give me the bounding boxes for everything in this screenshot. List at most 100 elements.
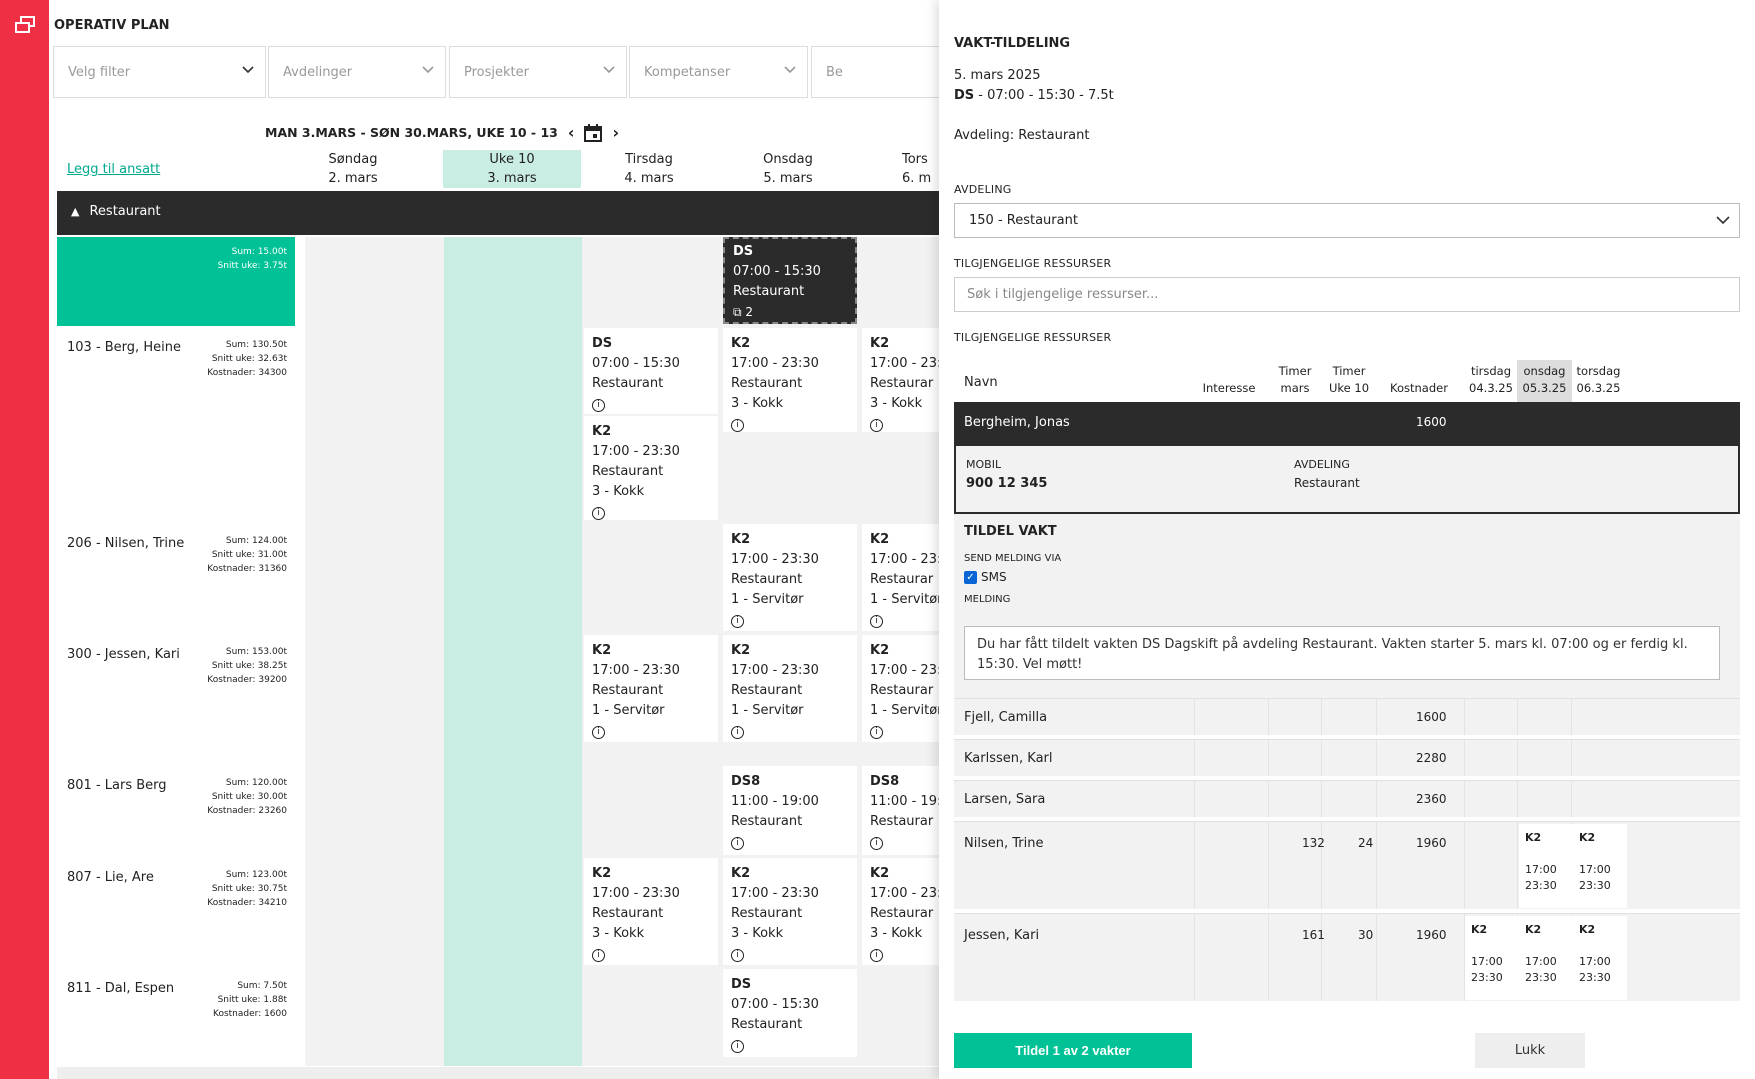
- info-icon[interactable]: i: [731, 1040, 744, 1053]
- shift-card[interactable]: K2 17:00 - 23:30 Restaurant 3 - Kokk i: [723, 858, 857, 965]
- resource-name: Fjell, Camilla: [964, 710, 1048, 725]
- day-header: Søndag 2. mars: [284, 150, 422, 188]
- projects-select[interactable]: Prosjekter: [449, 46, 627, 98]
- shift-role: 3 - Kokk: [592, 926, 645, 941]
- employee-avg: Snitt uke: 30.00t: [211, 792, 287, 802]
- mini-shift-end: 23:30: [1525, 971, 1557, 984]
- employee-row[interactable]: 103 - Berg, Heine Sum: 130.50t Snitt uke: …: [57, 328, 295, 520]
- employee-avg: Snitt uke: 1.88t: [217, 995, 287, 1005]
- info-icon[interactable]: i: [731, 949, 744, 962]
- shift-code: DS: [592, 336, 613, 351]
- selected-resource-row[interactable]: Bergheim, Jonas 1600: [954, 402, 1740, 444]
- resource-search-input[interactable]: Søk i tilgjengelige ressurser...: [954, 277, 1740, 312]
- info-icon[interactable]: i: [592, 399, 605, 412]
- shift-card[interactable]: K2 17:00 - 23:30 Restaurant 1 - Servitør i: [723, 524, 857, 631]
- group-header-restaurant[interactable]: ▲ Restaurant: [57, 191, 989, 235]
- mini-shift[interactable]: K2 17:00 23:30: [1519, 824, 1573, 908]
- shift-card[interactable]: K2 17:00 - 23:30 Restaurant 3 - Kokk i: [584, 858, 718, 965]
- day-date: 6. m: [902, 171, 932, 186]
- day-date: 2. mars: [328, 171, 378, 186]
- resource-row[interactable]: Karlssen, Karl 2280: [954, 739, 1740, 776]
- shift-card[interactable]: DS8 11:00 - 19:00 Restaurant i: [723, 766, 857, 855]
- info-icon[interactable]: i: [592, 726, 605, 739]
- day-date: 4. mars: [624, 171, 674, 186]
- info-icon[interactable]: i: [870, 615, 883, 628]
- mini-shift[interactable]: K2 17:00 23:30: [1465, 916, 1519, 1000]
- employee-sum: Sum: 124.00t: [225, 536, 287, 546]
- info-icon[interactable]: i: [731, 726, 744, 739]
- shift-dept: Restaurar: [870, 376, 934, 391]
- info-icon[interactable]: i: [592, 949, 605, 962]
- calendar-icon[interactable]: [584, 123, 603, 142]
- shift-role: 1 - Servitør: [870, 592, 943, 607]
- shift-card[interactable]: K2 17:00 - 23:30 Restaurant 1 - Servitør i: [723, 635, 857, 742]
- col-hours-month: Timer mars: [1278, 364, 1312, 395]
- shift-card[interactable]: DS 07:00 - 15:30 Restaurant i: [584, 328, 718, 414]
- resources-label: TILGJENGELIGE RESSURSER: [954, 257, 1112, 270]
- shift-card[interactable]: K2 17:00 - 23:30 Restaurant 3 - Kokk i: [723, 328, 857, 432]
- shift-time: 07:00 - 15:30: [733, 264, 821, 279]
- mini-shift-end: 23:30: [1525, 879, 1557, 892]
- resource-name: Karlssen, Karl: [964, 751, 1053, 766]
- assign-shifts-button[interactable]: Tildel 1 av 2 vakter: [954, 1033, 1192, 1068]
- shift-code: K2: [870, 643, 890, 658]
- close-button[interactable]: Lukk: [1475, 1033, 1585, 1068]
- competences-select[interactable]: Kompetanser: [629, 46, 808, 98]
- resource-row[interactable]: Larsen, Sara 2360: [954, 780, 1740, 817]
- shift-role: 3 - Kokk: [731, 396, 784, 411]
- resource-row[interactable]: Jessen, Kari 161 30 1960 K2 17:00 23:30 K2…: [954, 913, 1740, 1001]
- info-icon[interactable]: i: [870, 837, 883, 850]
- shift-code: DS8: [870, 774, 900, 789]
- shift-card[interactable]: K2 17:00 - 23:30 Restaurant 3 - Kokk i: [584, 416, 718, 520]
- employee-row[interactable]: 807 - Lie, Are Sum: 123.00t Snitt uke: 30.…: [57, 858, 295, 965]
- resource-row[interactable]: Nilsen, Trine 132 24 1960 K2 17:00 23:30 K…: [954, 821, 1740, 909]
- info-icon[interactable]: i: [731, 615, 744, 628]
- mini-shift[interactable]: K2 17:00 23:30: [1573, 824, 1627, 908]
- open-shift-card[interactable]: DS 07:00 - 15:30 Restaurant ⧉ 2: [723, 237, 857, 324]
- employee-row[interactable]: 300 - Jessen, Kari Sum: 153.00t Snitt uke:…: [57, 635, 295, 763]
- sms-label: SMS: [981, 570, 1007, 584]
- mini-shift[interactable]: K2 17:00 23:30: [1519, 916, 1573, 1000]
- filter-select[interactable]: Velg filter: [53, 46, 266, 98]
- departments-select[interactable]: Avdelinger: [268, 46, 446, 98]
- col-costs: Kostnader: [1390, 381, 1448, 395]
- shift-card[interactable]: DS 07:00 - 15:30 Restaurant i: [723, 969, 857, 1057]
- resource-cost: 1600: [1416, 710, 1447, 724]
- shift-dept: Restaurant: [731, 376, 803, 391]
- mini-shift-code: K2: [1579, 831, 1596, 844]
- mini-shift-code: K2: [1525, 831, 1542, 844]
- shift-summary: DS - 07:00 - 15:30 - 7.5t: [954, 86, 1114, 106]
- resource-cost: 1960: [1416, 836, 1447, 850]
- info-icon[interactable]: i: [731, 419, 744, 432]
- extra-filter-select[interactable]: Be: [811, 46, 941, 98]
- horizontal-scrollbar[interactable]: [57, 1067, 989, 1079]
- shift-card[interactable]: K2 17:00 - 23:30 Restaurant 1 - Servitør i: [584, 635, 718, 742]
- resource-name: Larsen, Sara: [964, 792, 1046, 807]
- info-icon[interactable]: i: [870, 419, 883, 432]
- resource-row[interactable]: Fjell, Camilla 1600: [954, 698, 1740, 735]
- resource-cost: 1600: [1416, 415, 1447, 429]
- department-select[interactable]: 150 - Restaurant: [954, 203, 1740, 238]
- chevron-down-icon: [1716, 216, 1730, 225]
- shift-code: DS8: [731, 774, 761, 789]
- mini-shift-start: 17:00: [1525, 863, 1557, 876]
- info-icon[interactable]: i: [592, 507, 605, 520]
- info-icon[interactable]: i: [870, 949, 883, 962]
- mini-shift[interactable]: K2 17:00 23:30: [1573, 916, 1627, 1000]
- day-header: Tirsdag 4. mars: [580, 150, 718, 188]
- info-icon[interactable]: i: [870, 726, 883, 739]
- assign-title: TILDEL VAKT: [964, 524, 1057, 539]
- sms-checkbox[interactable]: ✓: [964, 570, 977, 584]
- prev-week-button[interactable]: ‹: [567, 123, 575, 142]
- chevron-down-icon: [784, 66, 796, 74]
- resources-list-label: TILGJENGELIGE RESSURSER: [954, 331, 1112, 344]
- employee-avg: Snitt uke: 30.75t: [211, 884, 287, 894]
- message-textarea[interactable]: Du har fått tildelt vakten DS Dagskift p…: [964, 626, 1720, 680]
- employee-row[interactable]: 811 - Dal, Espen Sum: 7.50t Snitt uke: 1.8…: [57, 969, 295, 1057]
- windows-stack-icon[interactable]: [14, 15, 36, 35]
- employee-row[interactable]: 206 - Nilsen, Trine Sum: 124.00t Snitt uke…: [57, 524, 295, 631]
- next-week-button[interactable]: ›: [612, 123, 620, 142]
- add-employee-link[interactable]: Legg til ansatt: [67, 162, 161, 177]
- employee-row[interactable]: 801 - Lars Berg Sum: 120.00t Snitt uke: 30…: [57, 766, 295, 855]
- info-icon[interactable]: i: [731, 837, 744, 850]
